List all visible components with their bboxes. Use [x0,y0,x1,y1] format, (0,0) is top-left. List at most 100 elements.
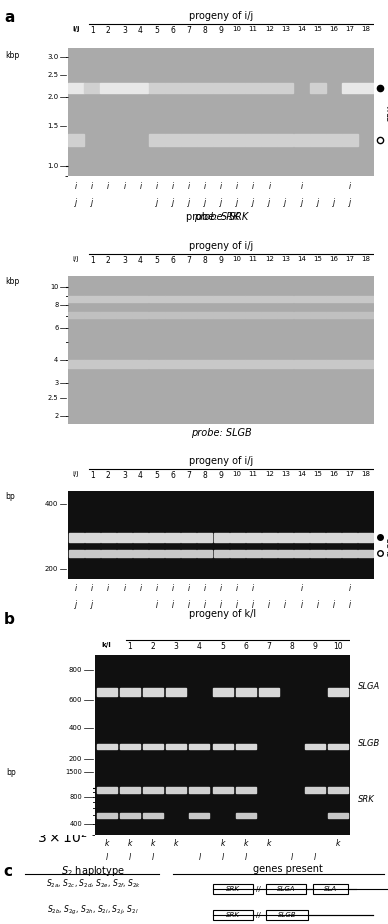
Text: k: k [267,839,271,848]
Bar [132,360,149,368]
Text: k: k [174,839,178,848]
Text: j: j [188,600,190,609]
Bar [229,311,245,318]
Bar [229,296,245,302]
Text: j: j [333,600,335,609]
Bar [213,360,229,368]
Bar [143,688,163,697]
Text: probe: SRK: probe: SRK [194,212,248,222]
Bar [197,134,213,146]
Text: 13: 13 [281,26,290,32]
Text: //: // [256,886,260,892]
Text: 11: 11 [249,471,258,477]
Text: 2.5: 2.5 [47,72,58,79]
Text: 12: 12 [265,256,274,262]
Text: 3: 3 [122,26,127,35]
Text: j: j [300,198,303,207]
Text: i: i [139,182,142,191]
Bar [259,688,279,697]
Text: 14: 14 [297,26,306,32]
Bar [342,360,358,368]
Bar [236,787,256,793]
Bar [277,360,293,368]
Bar [261,311,277,318]
Bar [116,296,132,302]
Bar [326,134,342,146]
Text: 6: 6 [170,471,175,480]
Text: 600: 600 [69,697,82,703]
Text: i: i [252,584,254,593]
Text: i: i [236,182,238,191]
Bar [97,813,116,819]
Text: j: j [252,600,254,609]
Text: 2: 2 [106,256,111,265]
Text: j: j [349,198,351,207]
Text: SLGA: SLGA [358,682,380,691]
Text: 14: 14 [297,471,306,477]
Bar [358,296,374,302]
Bar [245,311,261,318]
Bar [197,360,213,368]
Bar [189,813,209,819]
Text: 2: 2 [106,26,111,35]
Text: j: j [156,600,158,609]
Bar [85,550,100,557]
Text: b: b [4,612,15,626]
Bar [69,533,83,541]
Text: i: i [156,584,158,593]
Bar [294,296,310,302]
Text: 11: 11 [249,26,258,32]
Bar [358,360,374,368]
Text: 9: 9 [218,26,223,35]
Bar [68,296,84,302]
Bar [165,533,180,541]
Text: 3: 3 [54,381,58,386]
Bar [149,296,165,302]
Bar [100,360,116,368]
Bar [120,813,140,819]
Bar [68,311,84,318]
Bar [213,296,229,302]
Text: l: l [222,853,223,862]
Bar [166,787,186,793]
Text: i: i [220,182,222,191]
Text: SRK: SRK [221,212,241,222]
Text: 9: 9 [313,642,318,651]
Bar [326,296,342,302]
Text: 4: 4 [138,256,143,265]
Text: 7: 7 [186,471,191,480]
Text: 10: 10 [334,642,343,651]
Text: 8: 8 [203,256,207,265]
Text: i: i [123,182,125,191]
Text: k: k [104,839,109,848]
Bar [277,311,293,318]
Text: bp: bp [5,492,15,501]
Text: 3: 3 [122,471,127,480]
Bar [116,360,132,368]
Bar [305,787,325,793]
Text: 18: 18 [362,256,371,262]
Bar [143,744,163,748]
Bar [101,533,116,541]
Bar [84,296,100,302]
Text: 1: 1 [90,256,95,265]
Bar [132,296,149,302]
Text: 7: 7 [186,26,191,35]
Bar [310,360,326,368]
Text: j: j [252,198,254,207]
Text: i: i [156,182,158,191]
Bar [310,296,326,302]
Bar [165,296,181,302]
Bar [197,296,213,302]
Text: 400: 400 [45,501,58,507]
Text: i/j: i/j [73,471,79,477]
Text: 15: 15 [313,256,322,262]
Bar [133,533,148,541]
Bar [197,83,213,93]
Bar [229,134,245,146]
Bar [181,296,197,302]
Bar [213,311,229,318]
Bar [165,550,180,557]
Text: 17: 17 [345,471,354,477]
Text: j: j [171,198,174,207]
